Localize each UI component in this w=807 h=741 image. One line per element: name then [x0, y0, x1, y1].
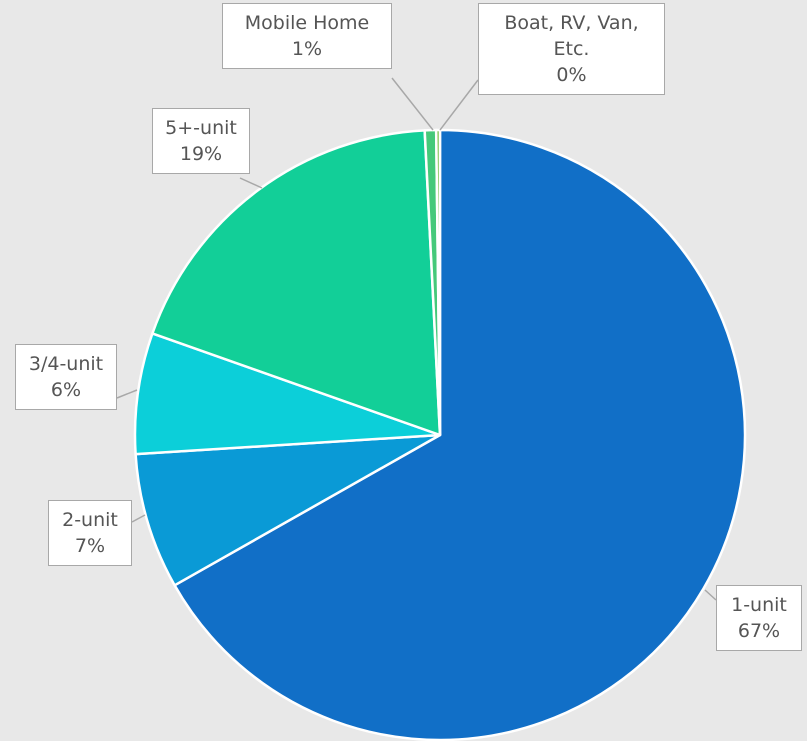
label-name: Boat, RV, Van, Etc.	[504, 12, 639, 60]
label-name: Mobile Home	[244, 12, 370, 34]
label-name: 3/4-unit	[28, 353, 104, 375]
pie-slice	[134, 433, 442, 587]
label-value: 19%	[179, 143, 223, 165]
label-value: 6%	[50, 379, 82, 401]
slice-label: 3/4-unit 6%	[15, 344, 117, 410]
slice-label: 5+-unit 19%	[152, 108, 250, 174]
label-pointer	[391, 77, 434, 131]
label-value: 0%	[556, 64, 587, 86]
slice-label: Boat, RV, Van, Etc. 0%	[478, 3, 665, 95]
label-pointer	[704, 589, 717, 601]
label-value: 67%	[737, 620, 781, 642]
label-name: 2-unit	[62, 509, 118, 531]
label-name: 1-unit	[731, 594, 787, 616]
pie-slice	[151, 129, 442, 437]
pie-slice	[434, 128, 442, 437]
label-pointer	[439, 79, 479, 131]
slice-label: 1-unit 67%	[716, 585, 802, 651]
label-pointer	[131, 514, 146, 523]
label-pointer	[239, 177, 263, 189]
label-value: 7%	[74, 535, 106, 557]
label-pointer	[116, 389, 138, 399]
label-value: 1%	[291, 38, 323, 60]
label-name: 5+-unit	[165, 117, 237, 139]
slice-label: 2-unit 7%	[48, 500, 132, 566]
slice-label: Mobile Home 1%	[222, 3, 392, 69]
pie-slice	[173, 128, 747, 741]
pie-slice	[133, 332, 442, 456]
